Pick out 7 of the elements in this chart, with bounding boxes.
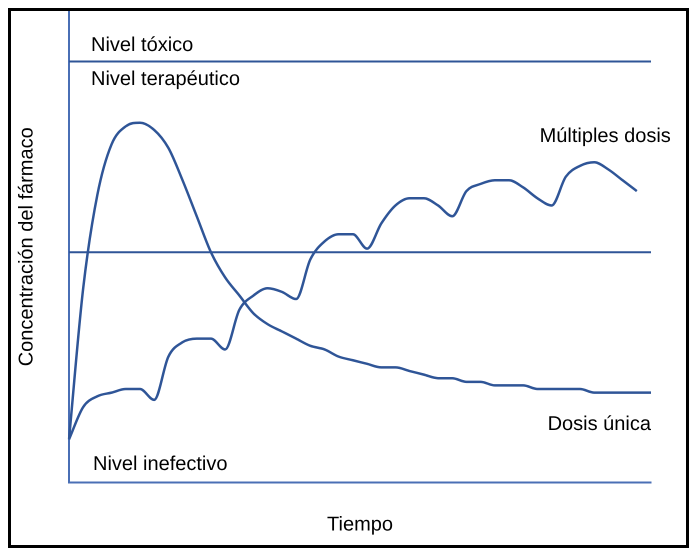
text: Nivel terapéutico xyxy=(91,68,240,90)
ref-line-label: Nivel tóxico xyxy=(91,34,194,56)
y-axis-title: Concentración del fármaco xyxy=(16,127,38,366)
series-label: Dosis única xyxy=(548,413,652,436)
series-label: Múltiples dosis xyxy=(540,124,671,147)
x-axis-title: Tiempo xyxy=(327,514,393,536)
annotation: Nivel inefectivo xyxy=(93,453,228,476)
